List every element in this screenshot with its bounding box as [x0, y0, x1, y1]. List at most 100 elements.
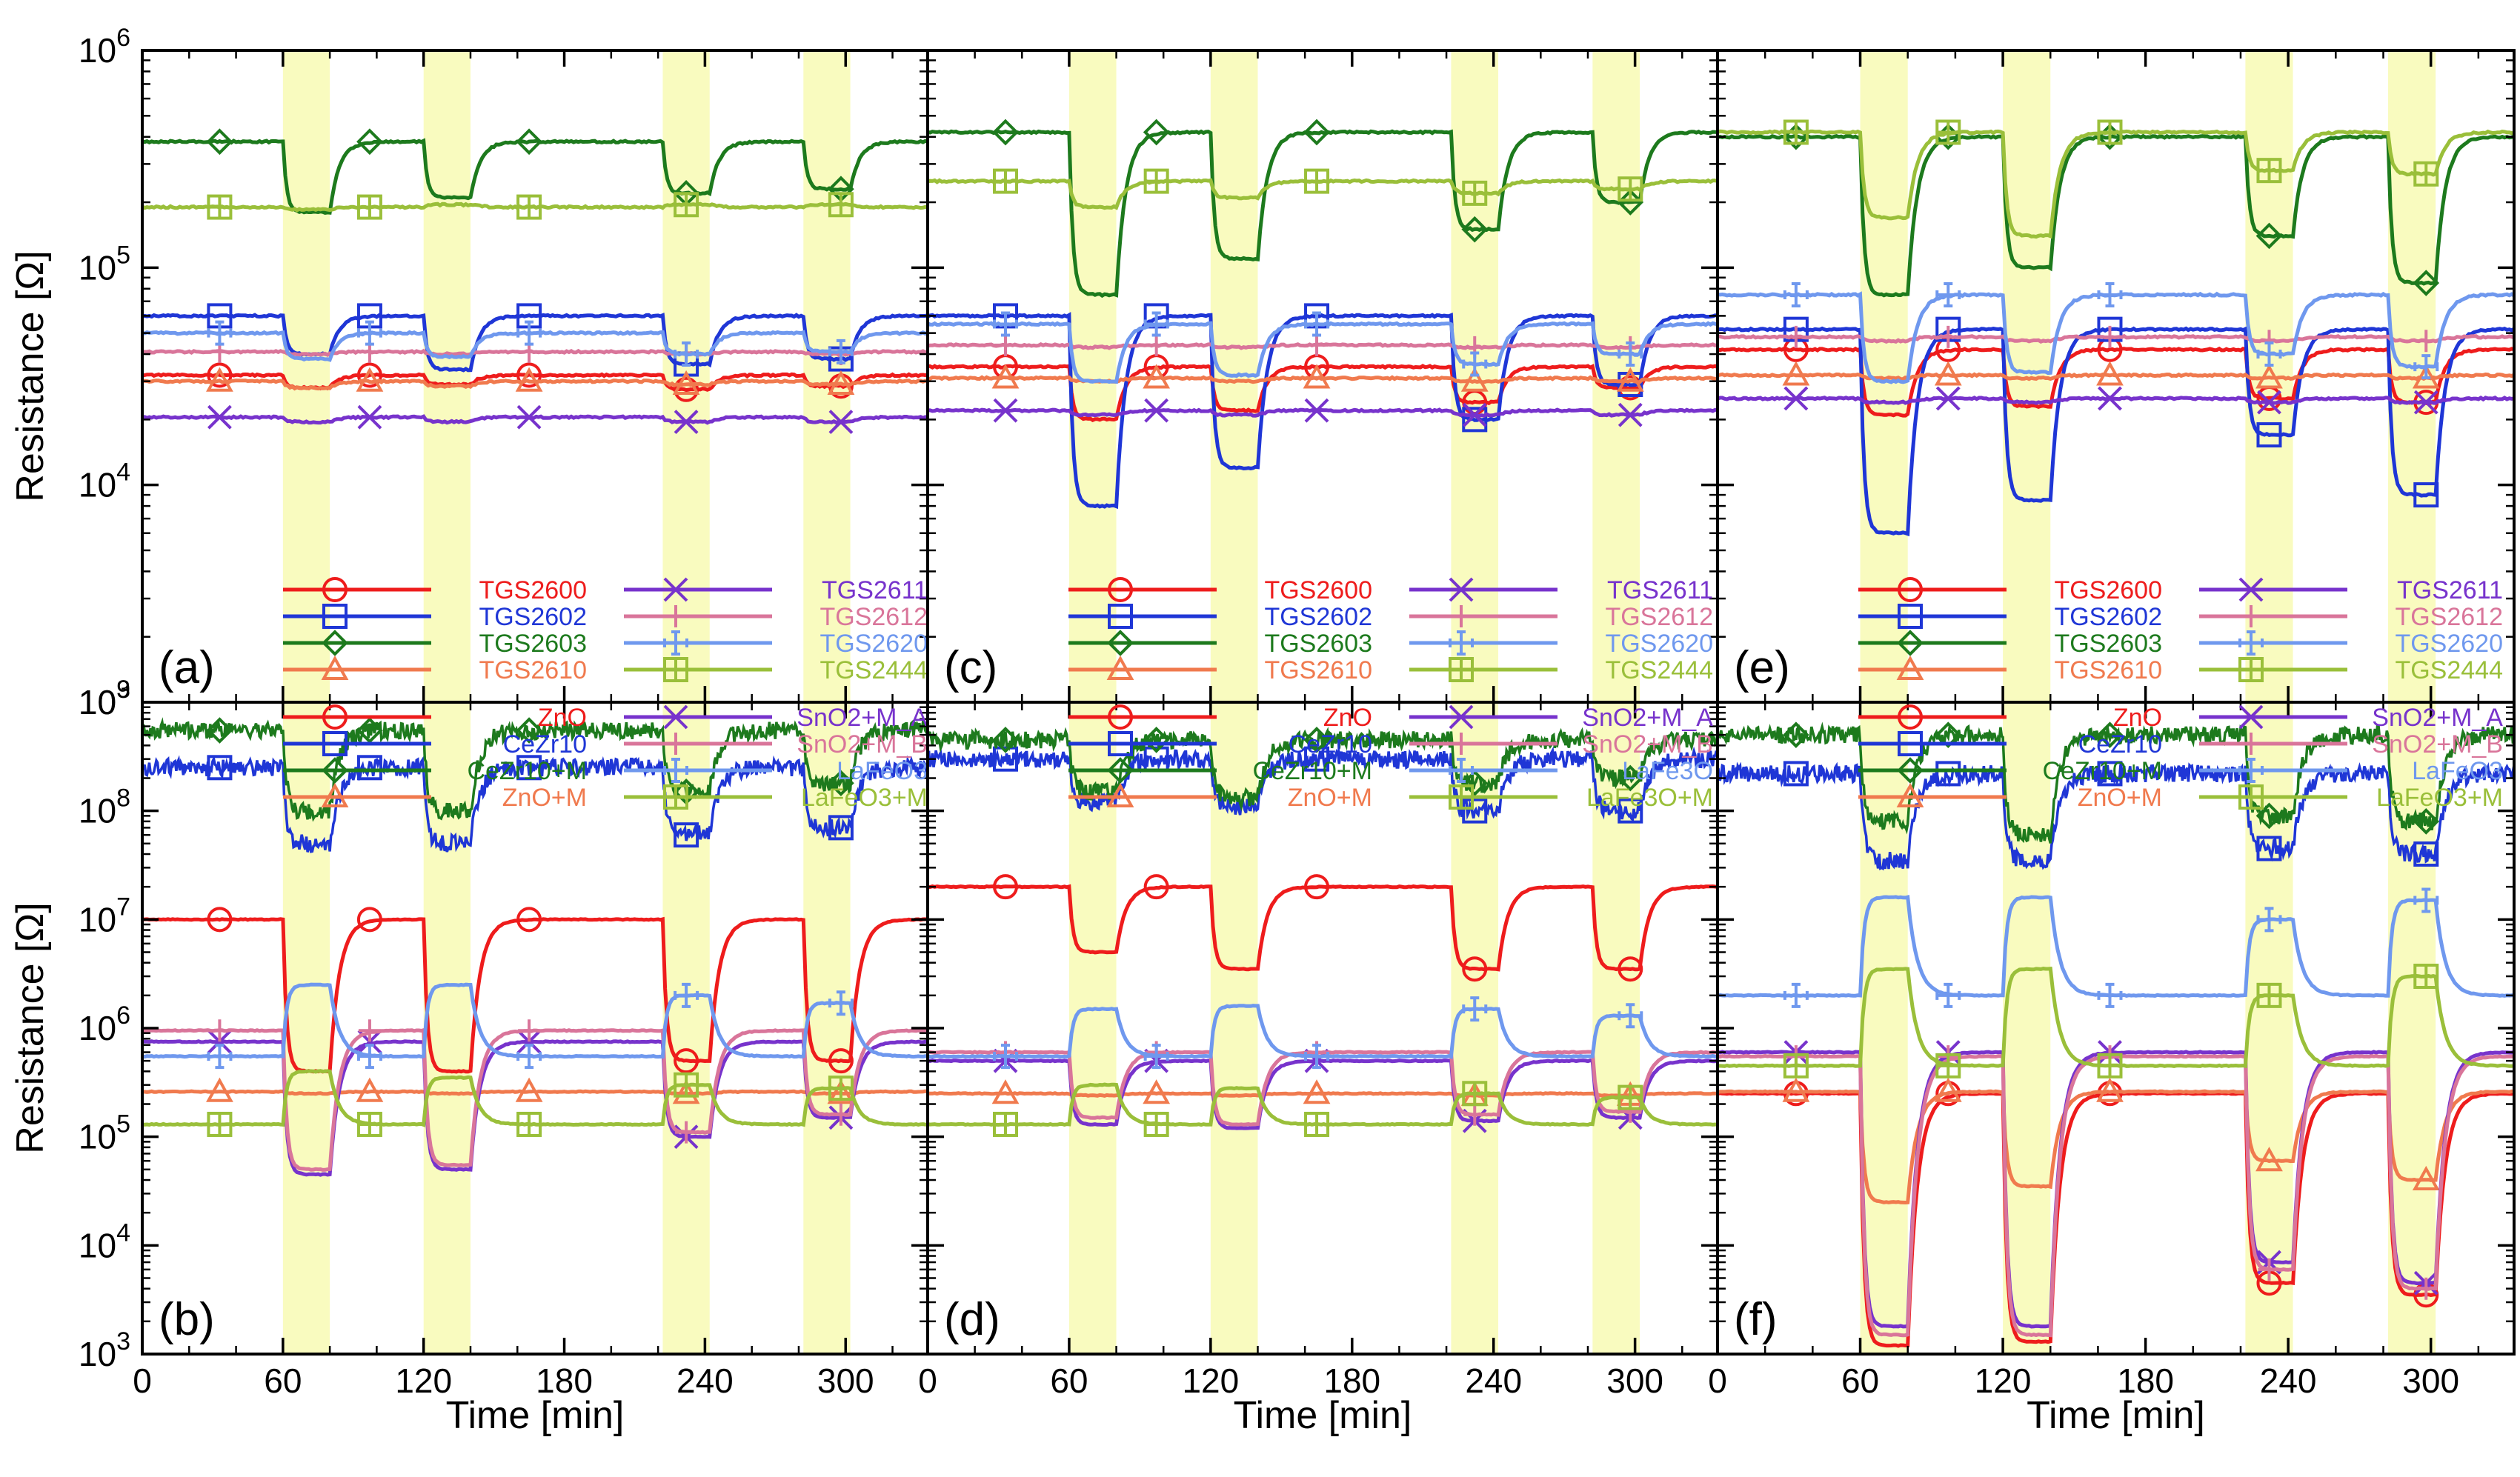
panel-b-x-axis-title: Time [min] [446, 1394, 625, 1437]
panel-a-y-axis-title: Resistance [Ω] [9, 250, 52, 501]
panel-d-series-2-marker-1 [993, 746, 1019, 772]
panel-a-series-8-marker-3 [516, 194, 542, 220]
panel-a-series-7-marker-2 [356, 320, 382, 346]
panel-b-series-8-marker-2-cross [358, 1113, 381, 1136]
panel-a-series-8-marker-2 [356, 194, 382, 220]
panel-b-series-6-marker-2 [358, 1019, 381, 1042]
panel-b-x-tick-label-180: 180 [536, 1361, 593, 1400]
panel-f-series-8-marker-3 [2097, 1053, 2123, 1078]
panel-d: 0 60 120 180 240 300 Time [min] (d) ZnOCeZr10CeZ… [918, 701, 1719, 1437]
panel-f-legend-marker-3 [1897, 757, 1924, 784]
panel-b-letter: (b) [159, 1294, 215, 1345]
panel-c-series-4-marker-2 [1143, 364, 1171, 389]
panel-b-legend-marker-4 [321, 782, 349, 807]
panel-e-series-6-marker-1 [1784, 325, 1807, 348]
panel-c-legend-marker-1 [1108, 577, 1133, 602]
panel-f-series-7-marker-3 [2097, 982, 2123, 1008]
panel-f-legend-marker-8-cross [2240, 786, 2262, 808]
panel-f-series-6-marker-5 [2415, 1277, 2438, 1300]
panel-a-y-tick-base-5: 10 [79, 248, 116, 287]
panel-a-series-1-marker-2 [356, 362, 382, 388]
panel-d-series-7-marker-5 [1618, 1003, 1643, 1029]
panel-b-legend-marker-6 [665, 733, 687, 755]
panel-f-legend-marker-6 [2240, 733, 2262, 755]
panel-c-series-3-marker-2 [1143, 119, 1170, 146]
panel-e-series-4-marker-2 [1934, 361, 1962, 386]
panel-e-legend-marker-6 [2240, 605, 2262, 627]
panel-c-series-8-marker-1 [993, 168, 1019, 194]
panel-f-legend-label-2: CeZr10 [2078, 730, 2162, 758]
panel-d-legend-label-3: CeZr10+M [1252, 757, 1372, 785]
panel-b-series-4-marker-4 [672, 1079, 700, 1104]
panel-a-series-5-marker-2 [357, 404, 382, 430]
panel-b-legend-label-8: LaFeO3+M [801, 784, 928, 812]
panel-e-series-8-marker-4-cross [2258, 159, 2281, 182]
panel-c-series-8-marker-5 [1618, 176, 1643, 202]
panel-a-series-3-marker-1 [206, 128, 233, 156]
panel-d-series-8-marker-4-cross [1463, 1082, 1486, 1105]
panel-b-series-8-marker-1-cross [208, 1113, 231, 1136]
panel-f-legend-marker-1 [1898, 704, 1923, 730]
panel-b-series-3-marker-5 [828, 770, 854, 797]
panel-e-series-line-5 [1718, 395, 2514, 405]
panel-f-legend-marker-8 [2238, 784, 2264, 810]
panel-f-series-4-marker-2 [1934, 1077, 1962, 1102]
panel-c-series-3-marker-1 [992, 119, 1019, 146]
panel-a-legend-label-2: TGS2602 [479, 603, 587, 631]
panel-b-series-1-marker-1 [207, 907, 233, 933]
panel-f-series-4-marker-3 [2096, 1077, 2124, 1102]
panel-b-y-tick-label-5: 105 [79, 1110, 130, 1156]
panel-b-y-tick-label-7: 107 [79, 893, 130, 938]
panel-e-series-7-marker-3 [2097, 281, 2123, 307]
panel-c-series-8-marker-2 [1143, 168, 1169, 194]
panel-a-series-7-marker-5 [828, 339, 854, 364]
panel-c-series-8-marker-3 [1304, 168, 1330, 194]
panel-c-legend: TGS2600TGS2602TGS2603TGS2610TGS2611TGS26… [1068, 576, 1713, 684]
panel-c-series-line-1 [928, 364, 1718, 423]
panel-b-series-2-marker-4 [674, 822, 699, 848]
panel-b-series-8-marker-1 [207, 1111, 233, 1137]
panel-b-series-7-marker-4 [674, 982, 699, 1008]
panel-e-series-8-marker-1 [1783, 119, 1809, 145]
panel-c-series-7-marker-2 [1143, 311, 1169, 337]
panel-b-legend-marker-7 [663, 758, 688, 783]
panel-f-letter: (f) [1734, 1294, 1778, 1345]
panel-b-series-3-marker-1 [206, 717, 233, 744]
panel-c-legend-label-8: TGS2444 [1605, 656, 1713, 684]
panel-c-series-8-marker-1-cross [994, 170, 1017, 193]
panel-b-y-axis-title: Resistance [Ω] [9, 902, 52, 1153]
panel-d-series-1-marker-2 [1143, 874, 1169, 900]
panel-b-series-6-marker-3 [518, 1019, 541, 1042]
panel-a-legend-label-3: TGS2603 [479, 630, 587, 658]
panel-f-exposure-window-1 [1860, 702, 1908, 1354]
panel-e-series-4-marker-4 [2255, 364, 2283, 389]
panel-b-y-tick-base-7: 10 [79, 900, 116, 938]
panel-d-series-1-marker-3 [1304, 874, 1330, 900]
panel-b-legend: ZnOCeZr10CeZr10+MZnO+MSnO2+M_ASnO2+M_BLa… [283, 704, 928, 812]
panel-a-y-tick-exp-4: 4 [116, 459, 130, 487]
panel-c-series-5-marker-2 [1144, 398, 1169, 423]
panel-a-legend-label-5: TGS2611 [822, 576, 928, 604]
panel-c-legend-label-1: TGS2600 [1264, 576, 1372, 604]
panel-c-series-5-marker-5 [1618, 402, 1643, 427]
panel-e-series-4-marker-1 [1782, 361, 1810, 386]
panel-c-series-6-marker-1 [994, 333, 1017, 356]
panel-f-series-4-marker-1 [1782, 1077, 1810, 1102]
panel-d-x-tick-label-120: 120 [1182, 1361, 1239, 1400]
panel-b-series-5-marker-1 [207, 1029, 232, 1054]
panel-b-legend-label-5: SnO2+M_A [797, 704, 928, 732]
panel-b-series-1-marker-2 [356, 907, 382, 933]
panel-b-x-tick-label-0: 0 [133, 1361, 152, 1400]
panel-c-series-4-marker-1 [991, 364, 1020, 389]
panel-b-series-7-marker-1 [207, 1044, 233, 1070]
panel-a-legend-marker-8 [663, 657, 688, 682]
panel-b-series-8-marker-5 [828, 1076, 854, 1101]
panel-d-legend-label-2: CeZr10 [1289, 730, 1372, 758]
panel-a-series-5-marker-1 [207, 404, 232, 430]
panel-d-legend: ZnOCeZr10CeZr10+MZnO+MSnO2+M_ASnO2+M_BLa… [1068, 704, 1713, 812]
panel-c-series-4-marker-3 [1303, 364, 1331, 389]
panel-c-legend-marker-5 [1449, 577, 1474, 602]
panel-d-legend-label-4: ZnO+M [1288, 784, 1372, 812]
panel-c-legend-marker-8-cross [1450, 659, 1472, 681]
